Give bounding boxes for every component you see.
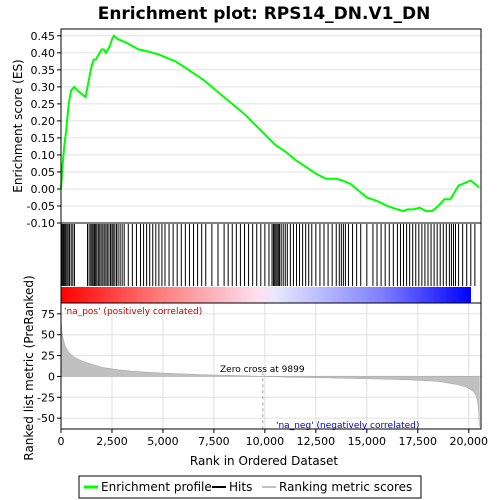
x-tick-label: 2,500 <box>96 435 128 448</box>
x-tick-label: 17,500 <box>399 435 438 448</box>
enrichment-score-panel: -0.10 -0.05 0.00 0.05 0.10 0.15 0.20 0.25 0.30 0.… <box>11 28 482 230</box>
es-y-tick-label: -0.10 <box>27 217 55 230</box>
chart-title: Enrichment plot: RPS14_DN.V1_DN <box>98 4 431 24</box>
es-y-tick-label: 0.10 <box>31 149 56 162</box>
x-tick-label: 0 <box>58 435 65 448</box>
metric-y-axis-label: Ranked list metric (PreRanked) <box>22 275 36 460</box>
es-y-tick-label: 0.15 <box>31 132 56 145</box>
es-grid <box>61 35 481 224</box>
metric-y-tick-label: 75 <box>41 308 55 321</box>
x-tick-label: 12,500 <box>297 435 336 448</box>
es-y-tick-label: 0.40 <box>31 47 56 60</box>
es-y-tick-label: 0.35 <box>31 64 56 77</box>
metric-y-tick-label: 0 <box>48 370 55 383</box>
es-y-tick-label: 0.30 <box>31 81 56 94</box>
legend-box <box>78 475 422 499</box>
ranked-metric-panel: -50 -25 0 25 50 75 'na_pos' (positively corre… <box>22 275 488 468</box>
x-ticks: 0 2,500 5,000 7,500 10,000 12,500 15,000 17,500… <box>58 429 489 448</box>
negative-correlation-label: 'na_neg' (negatively correlated) <box>276 421 419 431</box>
positive-correlation-label: 'na_pos' (positively correlated) <box>64 307 202 317</box>
es-y-tick-label: 0.05 <box>31 166 56 179</box>
zero-cross-label: Zero cross at 9899 <box>220 365 305 375</box>
es-y-tick-label: 0.25 <box>31 98 56 111</box>
x-tick-label: 15,000 <box>348 435 387 448</box>
es-y-axis-label: Enrichment score (ES) <box>11 59 25 192</box>
es-y-ticks: -0.10 -0.05 0.00 0.05 0.10 0.15 0.20 0.25 0.30 0.… <box>27 30 61 230</box>
ranking-metric-area <box>60 302 480 427</box>
hit-marks <box>61 224 476 286</box>
legend-label-ranking-metric: Ranking metric scores <box>279 480 412 494</box>
x-tick-label: 5,000 <box>147 435 179 448</box>
x-axis-label: Rank in Ordered Dataset <box>190 454 338 468</box>
hits-panel <box>60 222 482 304</box>
metric-background <box>61 303 481 429</box>
legend-label-enrichment-profile: Enrichment profile <box>101 480 212 494</box>
legend: Enrichment profile Hits Ranking metric s… <box>78 475 422 499</box>
x-tick-label: 10,000 <box>246 435 285 448</box>
x-tick-label: 7,500 <box>198 435 230 448</box>
x-tick-label: 20,000 <box>450 435 489 448</box>
es-y-tick-label: 0.20 <box>31 115 56 128</box>
enrichment-profile-line <box>60 34 480 213</box>
ranking-color-bar <box>61 287 471 303</box>
es-y-tick-label: 0.00 <box>31 183 56 196</box>
metric-y-tick-label: -25 <box>37 391 55 404</box>
es-y-tick-label: 0.45 <box>31 30 56 43</box>
es-y-tick-label: -0.05 <box>27 200 55 213</box>
metric-plot-frame <box>60 302 482 430</box>
es-plot-background <box>61 29 481 223</box>
metric-y-tick-label: 50 <box>41 329 55 342</box>
metric-y-tick-label: -50 <box>37 412 55 425</box>
legend-label-hits: Hits <box>229 480 252 494</box>
metric-y-ticks: -50 -25 0 25 50 75 <box>37 308 61 425</box>
metric-y-tick-label: 25 <box>41 350 55 363</box>
